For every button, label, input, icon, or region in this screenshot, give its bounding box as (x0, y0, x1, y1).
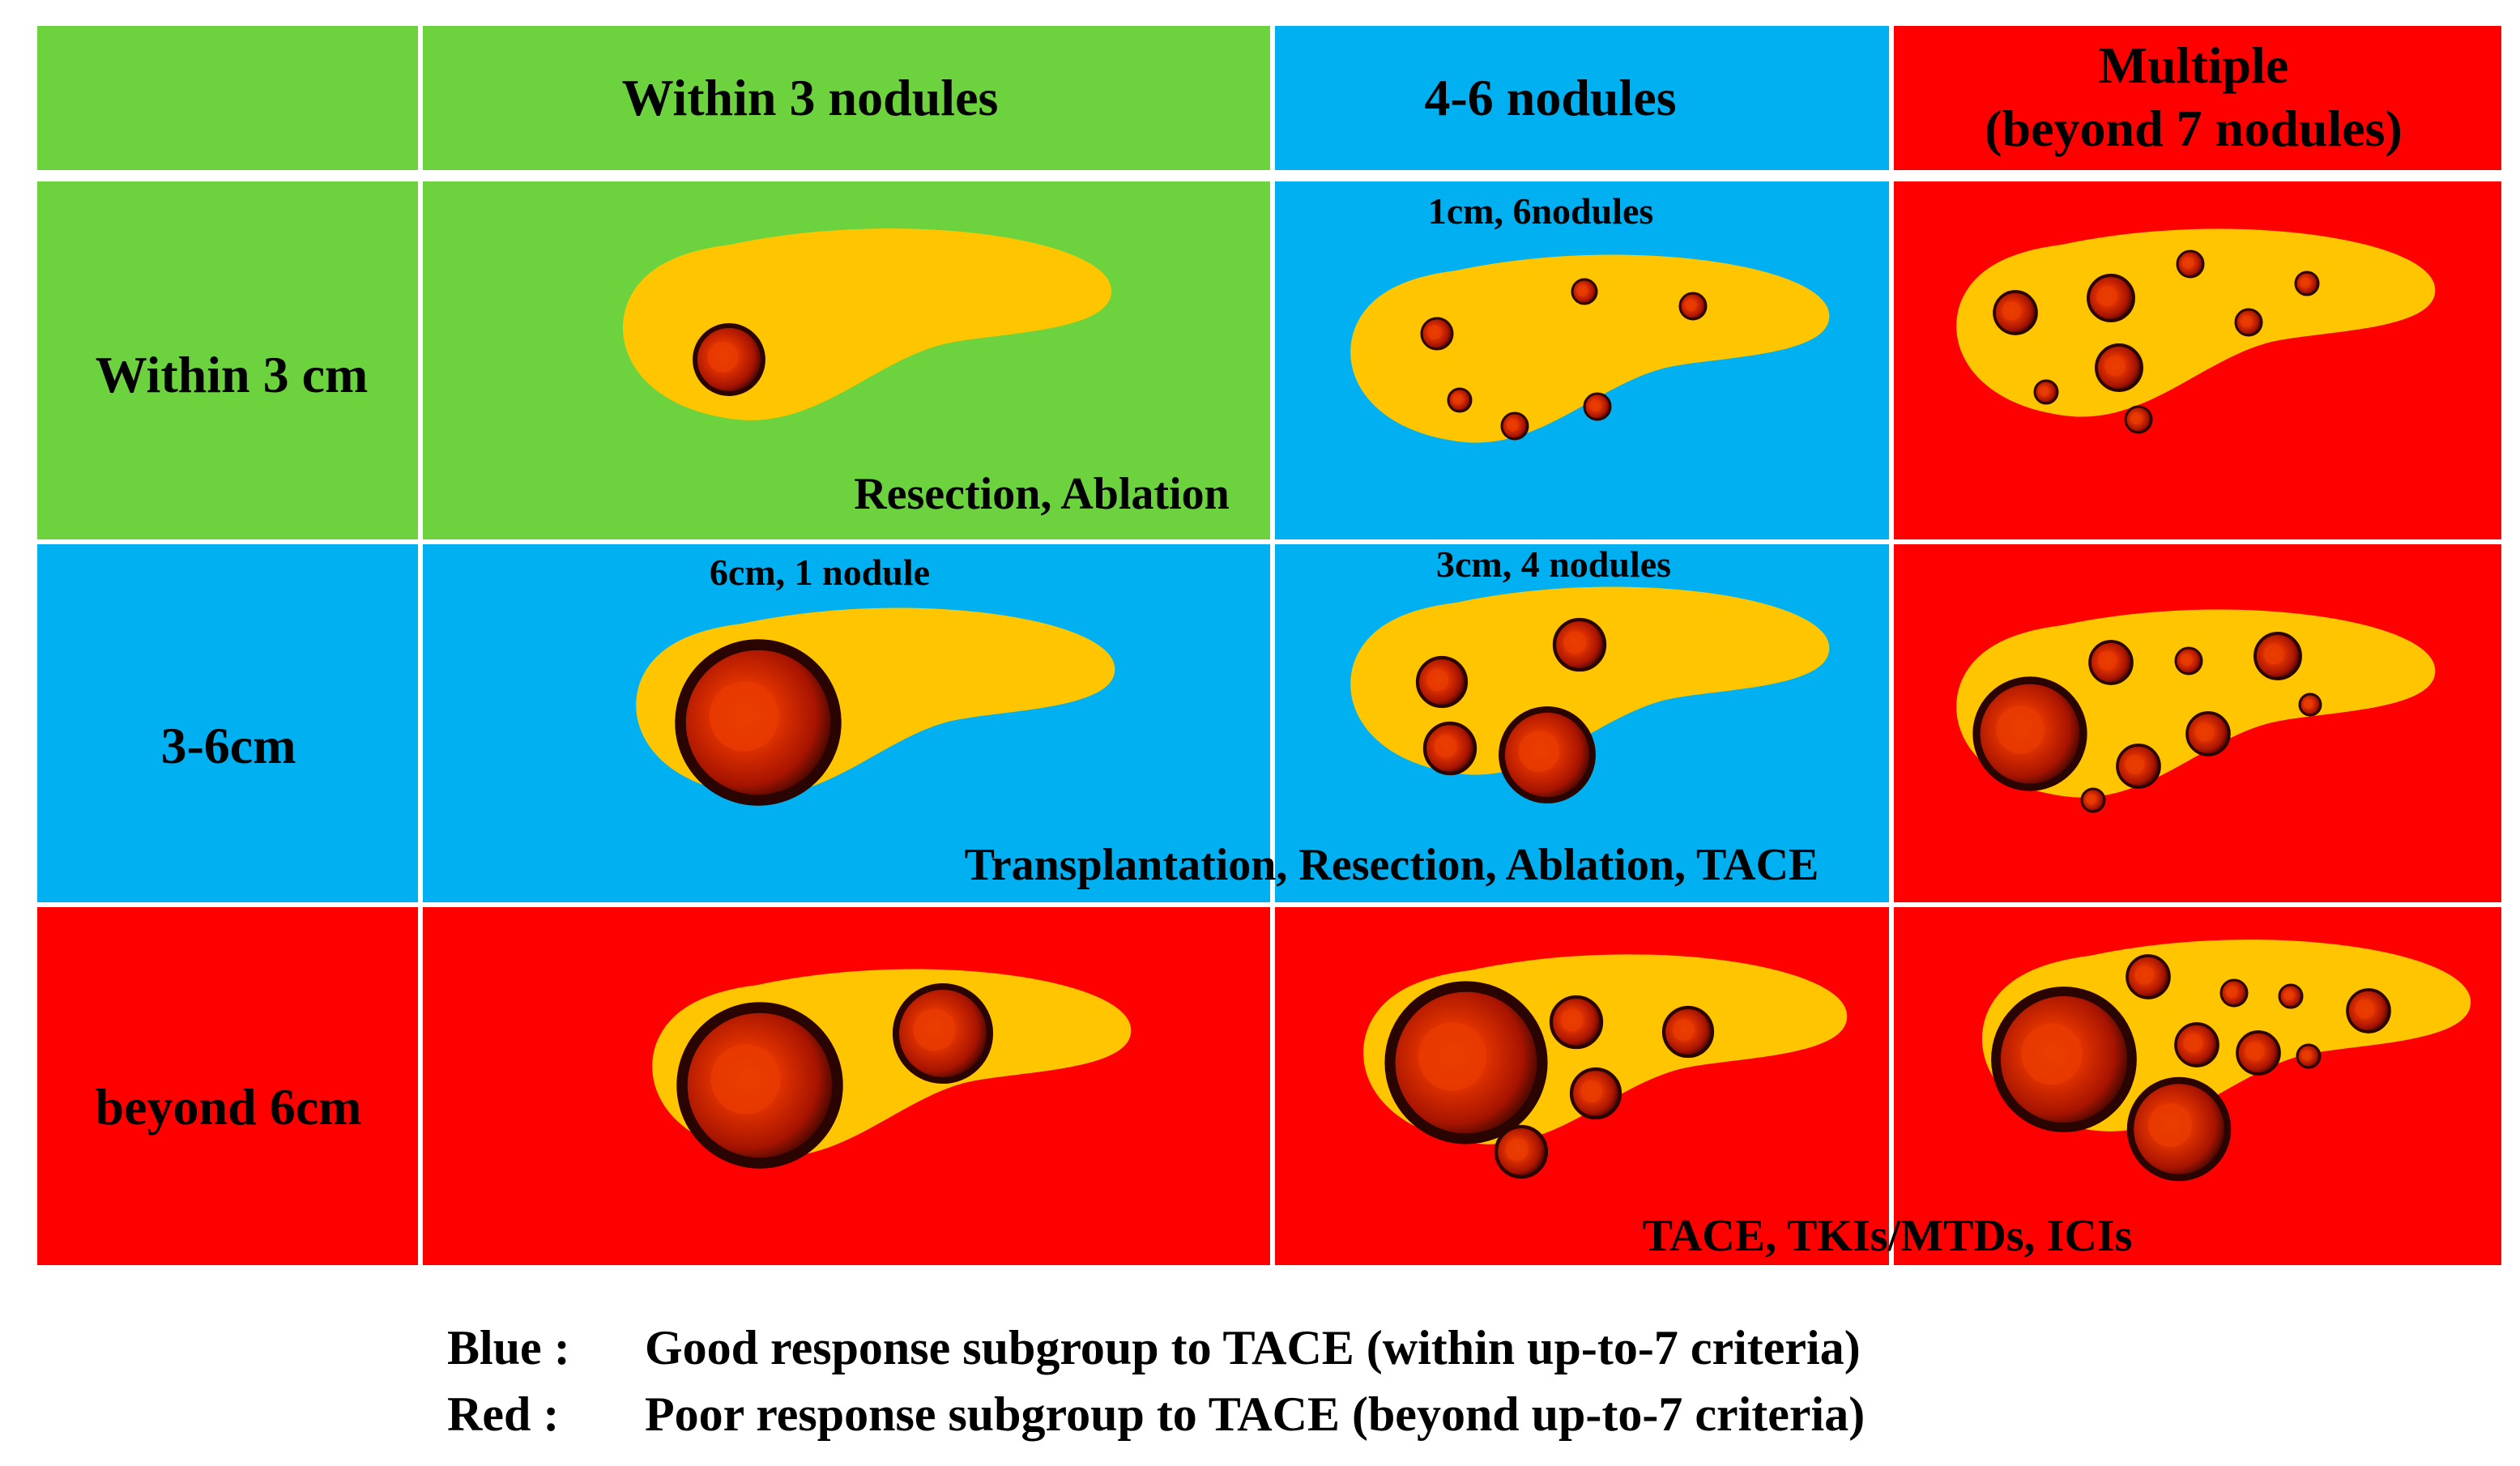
grid-cell-r0-c2 (1275, 26, 1889, 170)
note-1cm-6nodules: 1cm, 6nodules (1427, 190, 1654, 232)
row-header-beyond-6cm: beyond 6cm (95, 1078, 362, 1136)
column-header-4-6-nodules: 4-6 nodules (1424, 69, 1677, 126)
nodule-core-41 (2183, 1033, 2203, 1053)
legend-red: Red : Poor response subgroup to TACE (bey… (447, 1387, 1865, 1443)
nodule-core-28 (2086, 794, 2096, 805)
legend-blue-key: Blue : (447, 1321, 570, 1374)
nodule-core-22 (2097, 651, 2117, 671)
grid-cell-r1-c0 (37, 181, 418, 539)
nodule-core-20 (1518, 731, 1560, 772)
nodule-core-36 (2021, 1023, 2083, 1085)
nodule-core-23 (2180, 654, 2193, 666)
grid-cells (37, 26, 2501, 1265)
nodule-core-5 (1452, 394, 1463, 405)
nodule-core-10 (2181, 257, 2194, 269)
nodule-core-33 (1673, 1019, 1695, 1042)
nodule-core-14 (2039, 386, 2049, 397)
nodule-core-19 (1434, 735, 1457, 758)
nodule-core-35 (1505, 1138, 1529, 1161)
nodule-core-31 (1418, 1022, 1487, 1091)
grid-cell-r0-c3 (1894, 26, 2501, 170)
row-header-3-6cm: 3-6cm (160, 717, 296, 774)
legend-blue: Blue : Good response subgroup to TACE (wi… (447, 1320, 1861, 1376)
nodule-core-1 (707, 341, 739, 373)
legend-red-key: Red : (447, 1387, 560, 1441)
legend-red-text: Poor response subgroup to TACE (beyond u… (645, 1387, 1865, 1441)
nodule-core-15 (2130, 412, 2143, 424)
nodule-core-11 (2300, 277, 2310, 288)
nodule-core-13 (2104, 356, 2126, 377)
nodule-core-8 (2002, 301, 2022, 321)
nodule-core-17 (1426, 669, 1449, 692)
nodule-core-40 (2355, 999, 2375, 1019)
nodule-core-30 (913, 1008, 956, 1051)
treatment-transplantation: Transplantation, Resection, Ablation, TA… (964, 840, 1819, 890)
nodule-core-12 (2240, 315, 2253, 327)
nodule-core-27 (2303, 699, 2313, 709)
nodule-core-34 (1580, 1080, 1603, 1103)
nodule-core-16 (709, 681, 779, 752)
nodule-core-43 (2301, 1050, 2312, 1061)
note-6cm-1-nodule: 6cm, 1 nodule (709, 552, 931, 593)
column-header-multiple-line2: (beyond 7 nodules) (1985, 100, 2403, 157)
nodule-core-37 (2134, 965, 2155, 985)
nodule-core-7 (1588, 399, 1601, 411)
treatment-resection-ablation: Resection, Ablation (854, 469, 1230, 519)
nodule-core-24 (2263, 644, 2284, 665)
nodule-core-32 (1560, 1008, 1584, 1032)
nodule-core-9 (2096, 286, 2117, 307)
tumor-nodules (675, 249, 2391, 1182)
column-header-multiple-line1: Multiple (2098, 36, 2289, 94)
nodule-core-21 (1996, 705, 2045, 754)
row-header-within-3cm: Within 3 cm (95, 346, 369, 403)
nodule-core-38 (2225, 986, 2238, 998)
nodule-core-6 (1506, 419, 1519, 431)
column-header-within-3-nodules: Within 3 nodules (621, 69, 999, 126)
grid-cell-r3-c0 (37, 907, 418, 1265)
nodule-core-42 (2245, 1042, 2265, 1061)
legend-blue-text: Good response subgroup to TACE (within u… (645, 1321, 1861, 1374)
nodule-core-29 (710, 1044, 781, 1114)
nodule-core-25 (2194, 722, 2215, 742)
grid-cell-r0-c1 (423, 26, 1270, 170)
grid-cell-r2-c0 (37, 544, 418, 902)
nodule-core-39 (2283, 990, 2294, 1001)
nodule-core-44 (2148, 1103, 2193, 1148)
nodule-core-26 (2125, 755, 2145, 774)
note-3cm-4-nodules: 3cm, 4 nodules (1435, 543, 1672, 585)
nodule-core-18 (1563, 631, 1587, 654)
treatment-tace-tkis-icis: TACE, TKIs/MTDs, ICIs (1642, 1211, 2133, 1261)
grid-cell-r0-c0 (37, 26, 418, 170)
nodule-core-2 (1427, 325, 1442, 340)
nodule-core-4 (1684, 299, 1697, 311)
column-header-multiple: Multiple (beyond 7 nodules) (1985, 34, 2403, 160)
nodule-core-3 (1576, 285, 1588, 296)
